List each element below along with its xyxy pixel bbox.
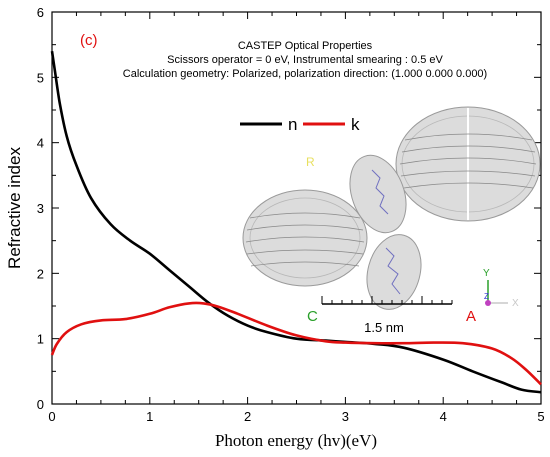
inset-tag-a: A: [466, 308, 476, 325]
scale-bar-label: 1.5 nm: [364, 320, 404, 335]
capsule-middle-top: [349, 154, 407, 234]
x-tick-label: 4: [440, 409, 447, 424]
header-line-2: Scissors operator = 0 eV, Instrumental s…: [167, 54, 443, 66]
nanotube-inset-illustration: [242, 106, 541, 310]
x-tick-label: 5: [537, 409, 544, 424]
x-axis-title: Photon energy (hv)(eV): [215, 431, 377, 450]
orientation-axes-icon: Y Z X: [483, 268, 519, 309]
capsule-middle-bottom: [366, 234, 422, 310]
series-n-line: [50, 51, 542, 394]
y-tick-label: 2: [37, 266, 44, 281]
series-k-line: [50, 301, 542, 386]
capsule-left: [242, 189, 368, 287]
axis-ticks: [51, 11, 542, 405]
legend: n k: [240, 115, 360, 134]
inset-tag-c: C: [307, 308, 318, 325]
axis-x-label: X: [512, 298, 519, 309]
y-tick-label: 0: [37, 397, 44, 412]
inset-tag-r: R: [306, 155, 315, 169]
x-tick-label: 1: [146, 409, 153, 424]
panel-label: (c): [80, 32, 98, 49]
x-tick-label: 2: [244, 409, 251, 424]
legend-label-k: k: [351, 115, 360, 134]
x-tick-label: 0: [48, 409, 55, 424]
header-line-3: Calculation geometry: Polarized, polariz…: [123, 68, 487, 80]
y-tick-label: 3: [37, 201, 44, 216]
header-line-1: CASTEP Optical Properties: [238, 40, 373, 52]
x-tick-label: 3: [342, 409, 349, 424]
capsule-right: [395, 106, 541, 222]
axis-tick-labels: 0 1 2 3 4 5 0 1 2 3 4 5 6: [37, 5, 545, 424]
y-tick-label: 1: [37, 332, 44, 347]
scale-bar: 1.5 nm: [321, 296, 453, 335]
legend-label-n: n: [288, 115, 297, 134]
y-tick-label: 5: [37, 70, 44, 85]
y-axis-title: Refractive index: [5, 147, 24, 269]
y-tick-label: 4: [37, 136, 44, 151]
y-tick-label: 6: [37, 5, 44, 20]
axis-z-label: Z: [484, 292, 489, 301]
axis-y-label: Y: [483, 268, 490, 279]
